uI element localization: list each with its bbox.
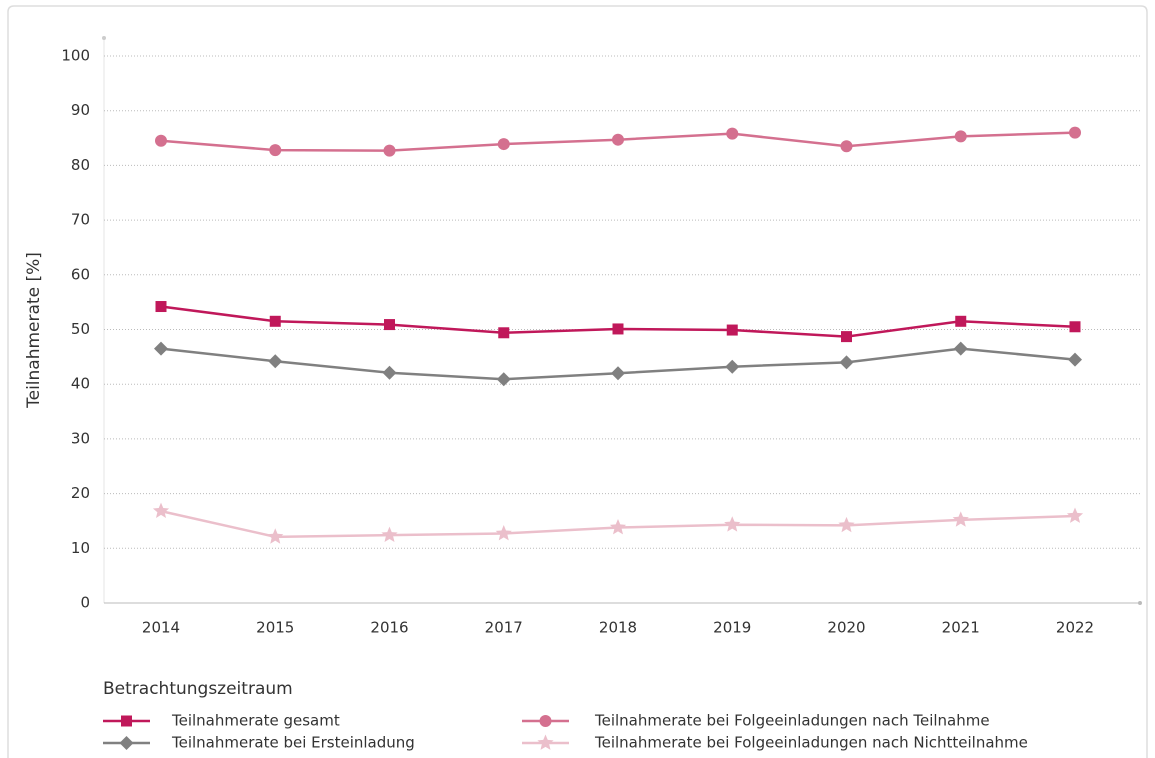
marker [612,133,624,146]
y-axis-label: Teilnahmerate [%] [24,252,44,409]
axis-end [1138,601,1142,605]
x-tick-label: 2022 [1056,619,1094,637]
axis-end [102,36,106,40]
legend-label: Teilnahmerate bei Folgeeinladungen nach … [594,712,990,730]
legend-label: Teilnahmerate bei Ersteinladung [171,734,415,752]
marker [1066,507,1084,523]
marker [726,324,738,336]
marker [269,144,282,157]
y-tick-label: 80 [71,156,90,174]
legend-label: Teilnahmerate gesamt [171,712,340,730]
marker [384,319,395,331]
marker [119,736,134,750]
legend-title: Betrachtungszeitraum [103,679,293,699]
marker [1069,126,1081,139]
marker [383,144,396,157]
y-tick-label: 0 [80,594,90,612]
x-tick-label: 2014 [142,619,180,637]
y-tick-label: 90 [71,101,90,119]
marker [725,359,740,374]
y-tick-label: 20 [71,484,90,502]
marker [724,516,741,532]
marker [1069,321,1081,333]
x-tick-label: 2015 [256,619,294,637]
y-tick-label: 50 [71,320,90,338]
y-tick-label: 100 [61,47,90,65]
marker [539,715,552,727]
marker [498,327,510,339]
marker [954,130,967,143]
marker [154,341,168,356]
x-tick-label: 2021 [942,619,980,637]
y-tick-label: 40 [71,375,90,393]
marker [496,372,511,387]
marker [537,734,554,750]
marker [152,502,170,518]
x-tick-label: 2020 [827,619,865,637]
marker [269,315,281,327]
marker [121,715,132,727]
x-tick-label: 2019 [713,619,751,637]
y-tick-label: 10 [71,539,90,557]
marker [841,331,852,343]
marker [955,315,967,327]
marker [1068,352,1082,367]
y-tick-label: 30 [71,429,90,447]
legend-label: Teilnahmerate bei Folgeeinladungen nach … [594,734,1028,752]
marker [609,519,627,535]
marker [155,134,167,147]
marker [952,511,969,527]
y-tick-label: 60 [71,265,90,283]
x-tick-label: 2018 [599,619,637,637]
marker [497,138,510,151]
marker [495,525,512,541]
marker [953,341,968,356]
marker [382,365,397,380]
marker [726,127,739,140]
marker [268,354,283,369]
x-tick-label: 2016 [370,619,408,637]
marker [381,526,398,543]
marker [612,323,624,335]
marker [267,528,284,544]
marker [838,516,855,533]
x-tick-label: 2017 [485,619,523,637]
frame [7,5,1148,758]
marker [839,355,854,370]
marker [611,366,625,381]
marker [840,140,853,153]
marker [155,301,167,313]
y-tick-label: 70 [71,211,90,229]
